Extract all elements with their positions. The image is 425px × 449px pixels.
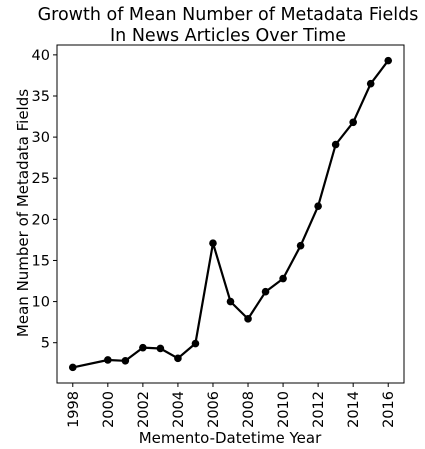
x-tick-label: 2006 [206,391,222,428]
y-tick-label: 30 [32,130,50,146]
data-point [226,297,235,306]
x-axis: 1998 2000 2002 2004 2006 2008 2010 2012 2014 2016 [66,383,397,428]
data-point [384,56,393,65]
data-point [191,339,200,348]
data-point [139,343,147,352]
plot-frame [56,44,405,384]
x-tick-label: 2010 [276,391,292,428]
y-axis-label: Mean Number of Metadata Fields [14,89,32,337]
x-tick-label: 1998 [66,391,82,428]
x-tick-label: 2014 [346,391,362,428]
data-point [314,202,322,210]
y-axis: 5 10 15 20 25 30 35 40 [32,48,57,352]
data-point [349,118,357,127]
x-tick-label: 2016 [381,391,397,428]
x-tick-label: 2008 [241,391,257,428]
chart-title-line-2: In News Articles Over Time [110,26,346,46]
x-tick-label: 2012 [311,391,327,428]
y-tick-label: 40 [32,48,50,64]
data-point [68,363,77,372]
data-point [279,274,287,283]
series-line [72,59,390,369]
data-point [244,315,252,323]
y-tick-label: 15 [32,253,50,269]
y-tick-label: 5 [41,336,50,352]
data-point [331,140,340,149]
x-tick-label: 2004 [171,391,187,428]
x-axis-label: Memento-Datetime Year [139,429,322,447]
data-point [174,354,182,363]
y-tick-label: 20 [32,212,50,228]
data-point [366,79,375,88]
data-point [156,344,165,353]
x-tick-label: 2002 [136,391,152,428]
y-tick-label: 35 [32,89,50,105]
data-point [104,356,112,364]
data-point [261,287,270,296]
y-tick-label: 10 [32,295,50,311]
data-point [209,239,217,247]
chart-title-line-1: Growth of Mean Number of Metadata Fields [38,5,419,25]
y-tick-label: 25 [32,171,50,187]
data-point [121,356,130,365]
series-layer [68,56,393,372]
plot-area [56,44,405,384]
x-tick-label: 2000 [101,391,117,428]
data-point [296,241,305,250]
